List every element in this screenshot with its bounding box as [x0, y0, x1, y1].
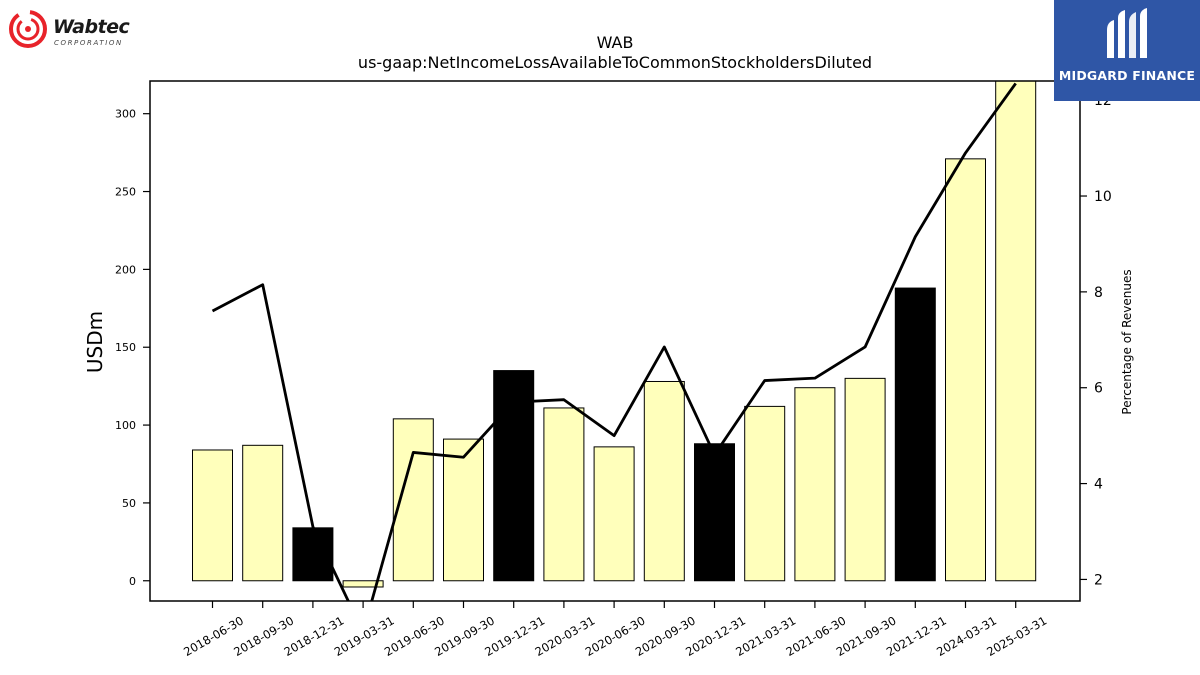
bar-2018-09-30 [242, 444, 284, 582]
wabtec-emblem-icon [9, 10, 47, 48]
bar-2024-03-31 [945, 158, 986, 582]
y-tick-label: 250 [115, 186, 136, 199]
y2-tick-label: 6 [1094, 381, 1103, 397]
bar-2021-12-31 [894, 287, 936, 582]
y2-tick-label: 10 [1094, 189, 1112, 205]
y2-tick-label: 8 [1094, 285, 1103, 301]
midgard-finance-logo: MIDGARD FINANCE [1054, 0, 1200, 101]
y-tick-label: 300 [115, 108, 136, 121]
bar-2020-06-30 [593, 446, 635, 582]
y2-tick-label: 4 [1094, 477, 1103, 493]
midgard-wordmark: MIDGARD FINANCE [1058, 68, 1196, 83]
bar-2020-12-31 [694, 443, 735, 582]
y-tick-label: 200 [115, 263, 136, 276]
bar-2021-09-30 [844, 377, 886, 582]
y2-tick-label: 2 [1094, 572, 1103, 588]
chart-subtitle: us-gaap:NetIncomeLossAvailableToCommonSt… [358, 53, 872, 72]
y-tick-label: 0 [129, 575, 136, 588]
y-tick-label: 100 [115, 419, 136, 432]
bar-series [192, 81, 1037, 588]
percentage-line [211, 82, 1017, 601]
bar-2018-06-30 [192, 449, 233, 582]
bar-2019-09-30 [443, 438, 484, 582]
bar-2019-12-31 [493, 370, 535, 582]
y-tick-label: 50 [122, 497, 136, 510]
bar-2020-03-31 [543, 407, 585, 582]
bar-2021-03-31 [744, 405, 786, 582]
y-tick-label: 150 [115, 341, 136, 354]
y2-axis-label: Percentage of Revenues [1120, 269, 1134, 414]
bar-2025-03-31 [995, 81, 1037, 582]
y-axis-label: USDm [83, 311, 107, 373]
midgard-emblem-icon [1107, 8, 1147, 58]
line-series [211, 82, 1017, 601]
wabtec-subtitle: CORPORATION [54, 39, 123, 47]
wabtec-logo: Wabtec CORPORATION [8, 8, 148, 52]
bar-2021-06-30 [794, 387, 836, 582]
plot-frame [149, 80, 1081, 602]
bar-2020-09-30 [643, 380, 685, 582]
bar-2019-03-31 [342, 580, 384, 588]
chart-title: WAB [597, 33, 634, 52]
wabtec-wordmark: Wabtec [53, 16, 130, 38]
